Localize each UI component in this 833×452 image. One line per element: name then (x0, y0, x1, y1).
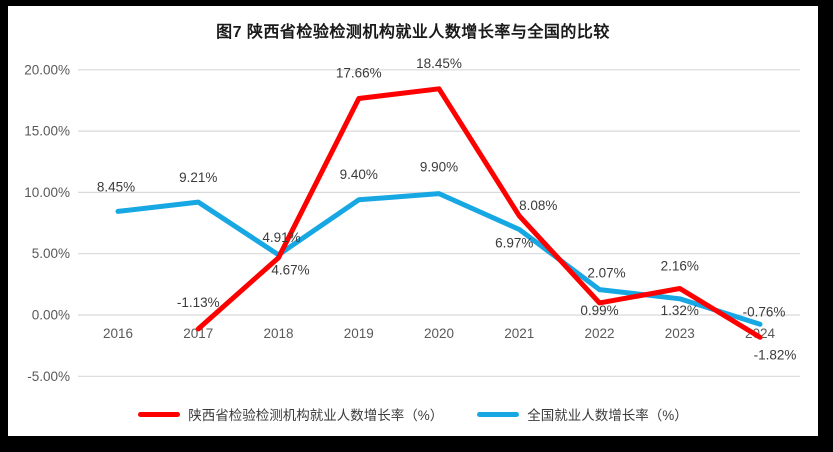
data-label: 8.08% (519, 198, 557, 213)
data-label: 2.07% (587, 266, 625, 281)
data-label: 4.91% (262, 230, 300, 245)
series-line-shaanxi (195, 86, 763, 340)
chart-title: 图7 陕西省检验检测机构就业人数增长率与全国的比较 (216, 24, 610, 41)
data-label: 9.21% (179, 170, 217, 185)
data-label: 0.99% (580, 303, 618, 318)
x-axis-tick-label: 2020 (424, 326, 454, 341)
data-label: 2.16% (661, 259, 699, 274)
y-axis-tick-label: 5.00% (32, 246, 70, 261)
data-label: 1.32% (661, 303, 699, 318)
y-axis-tick-label: 10.00% (24, 185, 70, 200)
data-label: 9.40% (340, 167, 378, 182)
data-label: 9.90% (420, 160, 458, 175)
legend-line-swatch-blue-icon (477, 411, 520, 417)
chart-legend: 陕西省检验检测机构就业人数增长率（%） 全国就业人数增长率（%） (8, 404, 818, 424)
data-label: 4.67% (271, 263, 309, 278)
x-axis-tick-label: 2018 (263, 326, 293, 341)
x-axis-tick-label: 2016 (103, 326, 133, 341)
legend-label-national: 全国就业人数增长率（%） (527, 408, 688, 423)
y-axis-tick-label: 20.00% (24, 62, 70, 77)
chart-plot-area: 20.00% 15.00% 10.00% 5.00% 0.00% -5.00% 2016 20… (24, 56, 800, 384)
y-axis-tick-label: 0.00% (32, 308, 70, 323)
x-axis-tick-label: 2023 (665, 326, 695, 341)
legend-label-shaanxi: 陕西省检验检测机构就业人数增长率（%） (188, 408, 444, 423)
data-label: 18.45% (416, 56, 462, 71)
legend-item-national: 全国就业人数增长率（%） (477, 404, 688, 424)
y-axis-tick-label: -5.00% (27, 369, 70, 384)
legend-item-shaanxi: 陕西省检验检测机构就业人数增长率（%） (138, 404, 443, 424)
x-axis-tick-label: 2019 (344, 326, 374, 341)
data-label: -0.76% (743, 304, 786, 319)
chart-canvas: 图7 陕西省检验检测机构就业人数增长率与全国的比较 20.00% 15.00% 10… (8, 6, 818, 436)
data-label: 6.97% (495, 236, 533, 251)
data-label: -1.13% (177, 295, 220, 310)
y-axis-tick-label: 15.00% (24, 124, 70, 139)
x-axis-tick-label: 2021 (504, 326, 534, 341)
x-axis-tick-label: 2017 (183, 326, 213, 341)
x-axis-tick-label: 2022 (584, 326, 614, 341)
legend-line-swatch-red-icon (138, 411, 181, 417)
data-label: -1.82% (754, 347, 797, 362)
x-axis-tick-label: 2024 (745, 326, 776, 341)
data-label: 8.45% (97, 179, 135, 194)
data-label: 17.66% (336, 65, 382, 80)
